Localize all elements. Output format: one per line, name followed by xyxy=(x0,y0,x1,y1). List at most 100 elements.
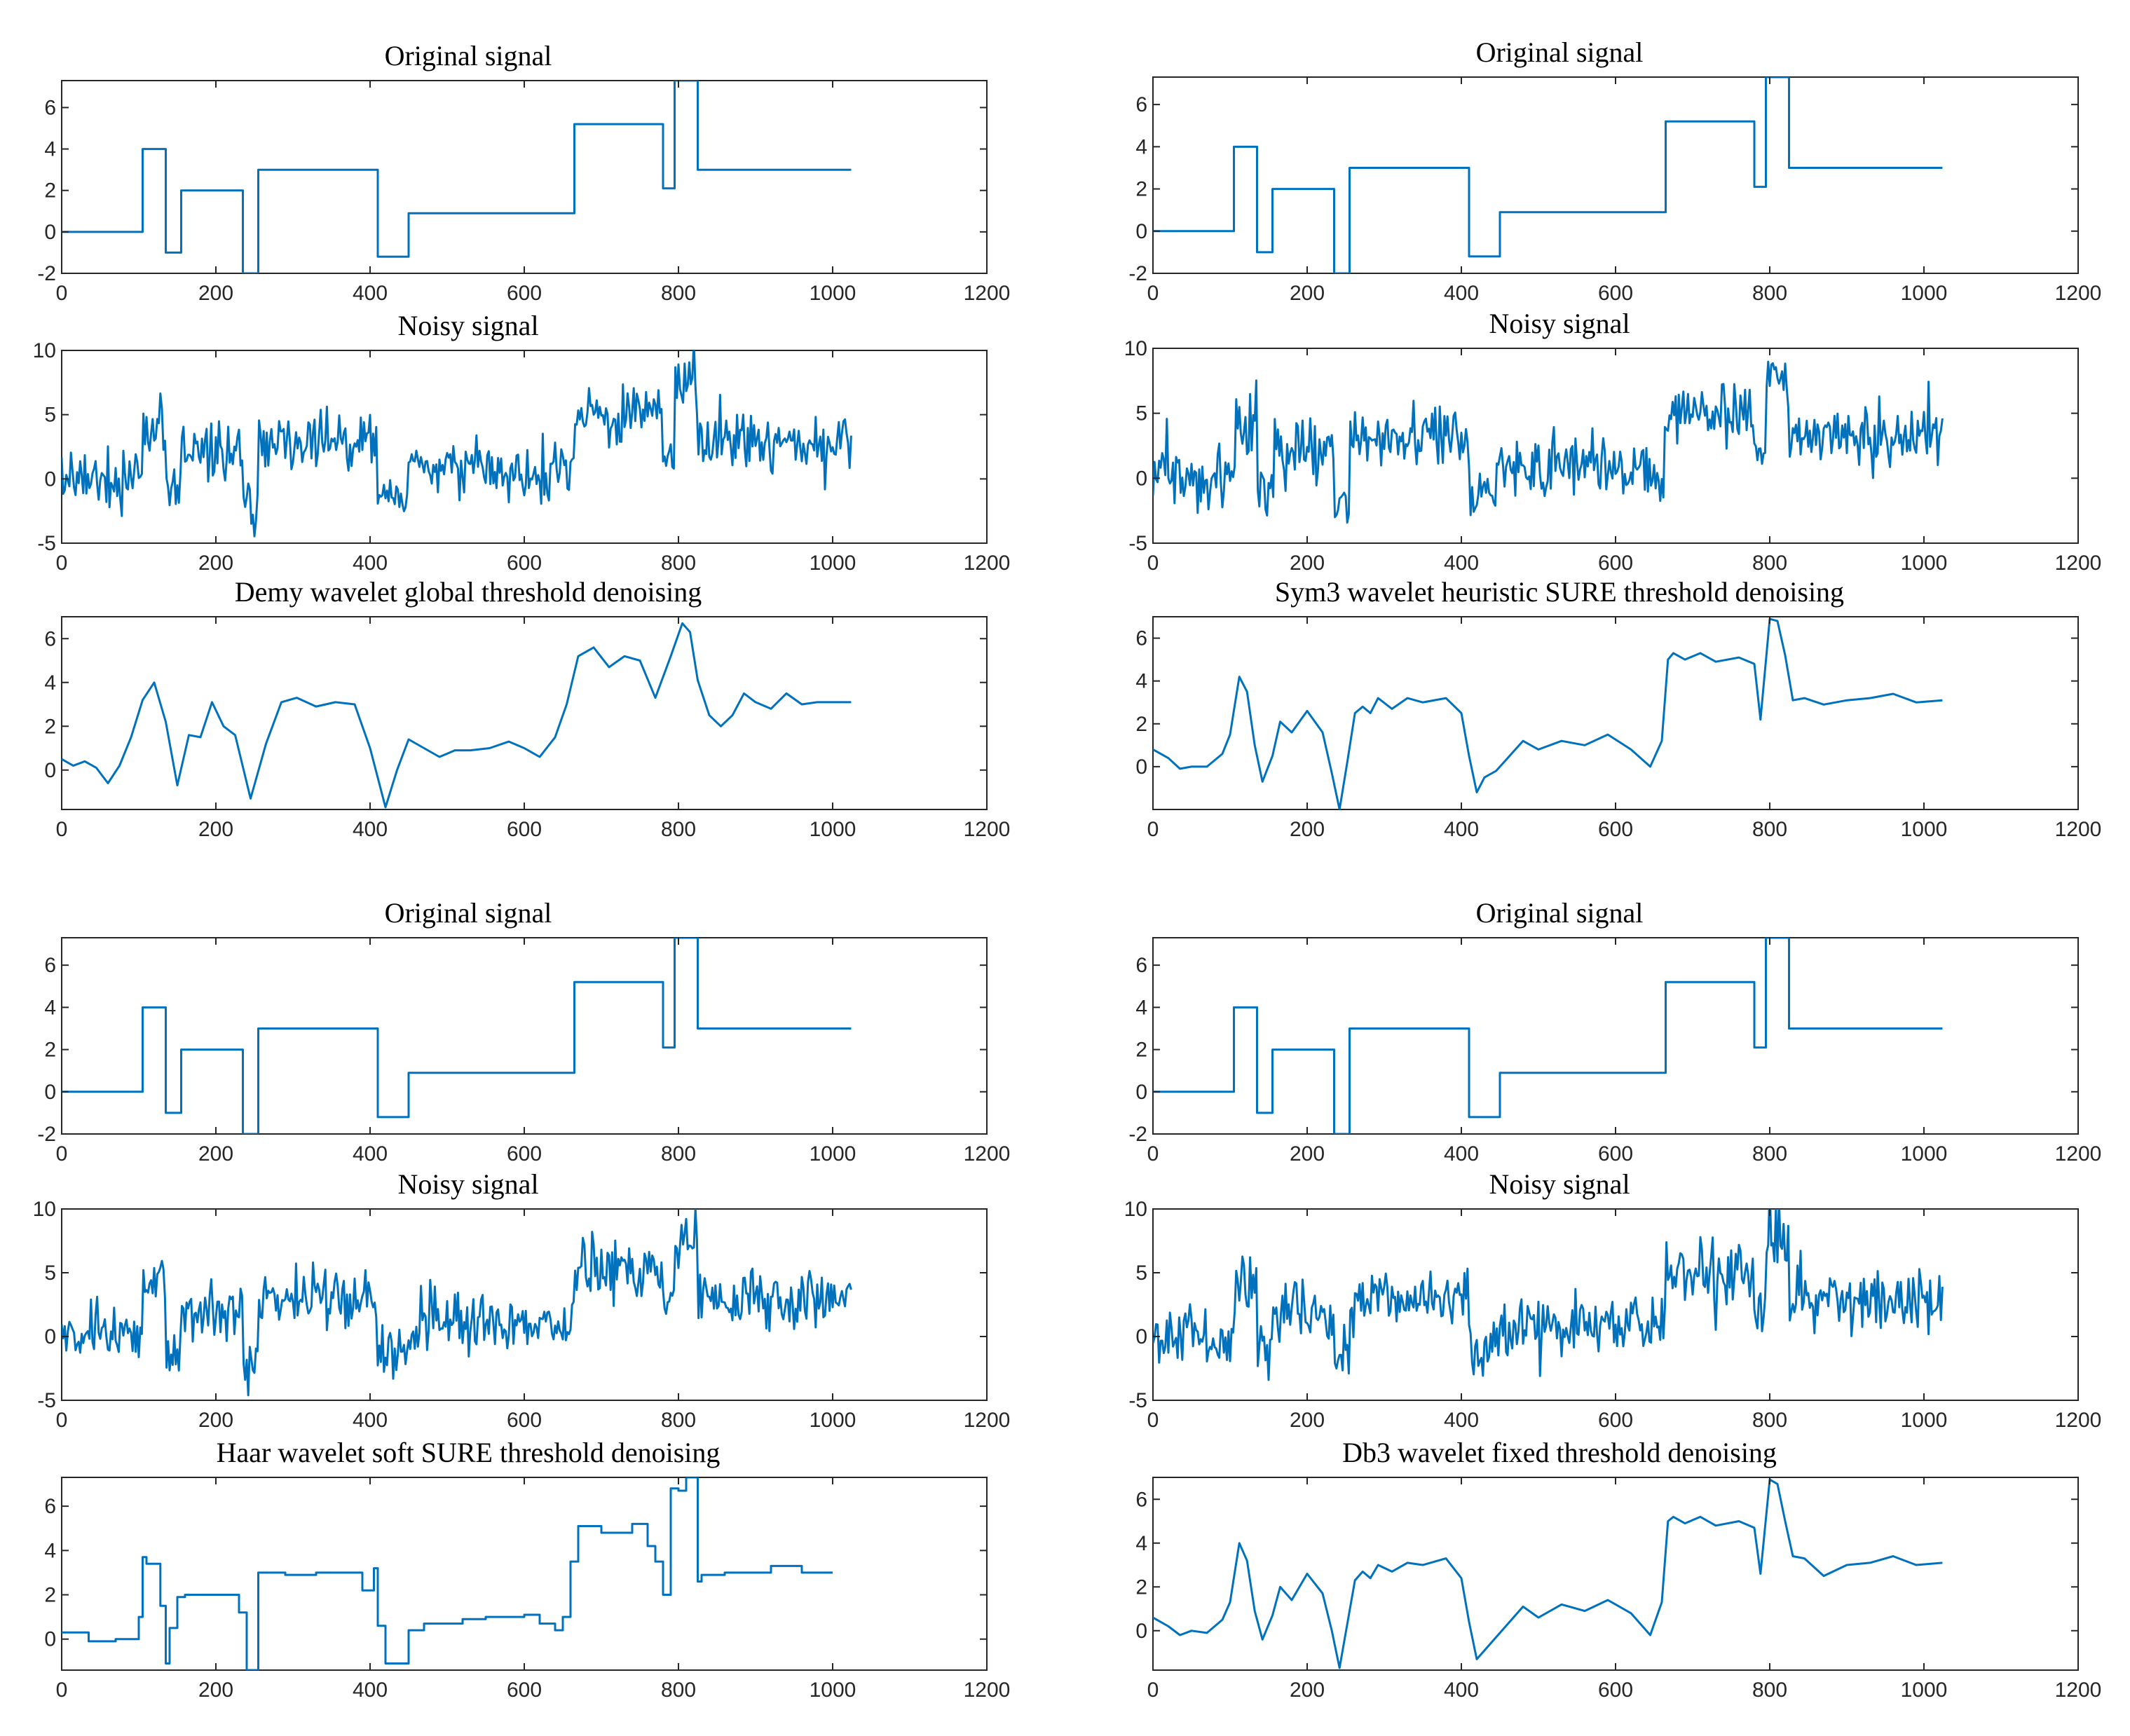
x-tick-label: 400 xyxy=(353,552,388,575)
chart-title: Sym3 wavelet heuristic SURE threshold de… xyxy=(1275,576,1844,608)
y-tick-label: 6 xyxy=(1135,954,1147,977)
y-tick-label: 4 xyxy=(44,138,56,161)
x-tick-label: 600 xyxy=(507,1409,542,1432)
y-tick-label: 0 xyxy=(1135,467,1147,490)
y-tick-label: 0 xyxy=(44,1325,56,1348)
x-tick-label: 0 xyxy=(56,282,68,305)
y-tick-label: -2 xyxy=(37,262,56,285)
x-tick-label: 1200 xyxy=(2055,1409,2102,1432)
plot-area xyxy=(61,616,988,810)
x-tick-label: 1000 xyxy=(1901,1679,1948,1702)
x-tick-label: 800 xyxy=(661,552,696,575)
y-tick-label: 10 xyxy=(33,1198,56,1221)
x-tick-label: 600 xyxy=(1598,282,1633,305)
x-tick-label: 1000 xyxy=(810,552,856,575)
x-tick-label: 200 xyxy=(198,1409,233,1432)
x-tick-label: 200 xyxy=(198,282,233,305)
chart-title: Noisy signal xyxy=(1489,1168,1630,1200)
plot-area xyxy=(1152,76,2079,274)
x-tick-label: 0 xyxy=(1147,282,1159,305)
plot-area xyxy=(1152,616,2079,810)
x-tick-label: 400 xyxy=(353,1679,388,1702)
series-line xyxy=(1153,360,1944,524)
series-line xyxy=(62,350,852,538)
series-line xyxy=(1153,938,1943,1134)
panel-c3: Haar wavelet soft SURE threshold denoisi… xyxy=(44,1437,1010,1702)
x-tick-label: 800 xyxy=(661,282,696,305)
y-tick-label: 0 xyxy=(1135,220,1147,243)
y-tick-label: 2 xyxy=(1135,178,1147,201)
y-tick-label: 4 xyxy=(1135,1532,1147,1555)
chart-title: Demy wavelet global threshold denoising xyxy=(235,576,702,608)
x-tick-label: 0 xyxy=(1147,818,1159,841)
x-tick-label: 200 xyxy=(1290,1679,1325,1702)
x-tick-label: 1000 xyxy=(810,1409,856,1432)
x-tick-label: 600 xyxy=(507,1679,542,1702)
y-tick-label: 5 xyxy=(44,404,56,427)
x-tick-label: 800 xyxy=(1752,1409,1787,1432)
x-tick-label: 0 xyxy=(1147,1142,1159,1166)
x-tick-label: 1200 xyxy=(964,552,1011,575)
series-line xyxy=(62,1477,833,1670)
x-tick-label: 600 xyxy=(507,1142,542,1166)
x-tick-label: 600 xyxy=(1598,1142,1633,1166)
x-tick-label: 200 xyxy=(1290,282,1325,305)
y-tick-label: 0 xyxy=(44,1628,56,1651)
series-line xyxy=(62,1209,852,1397)
chart-title: Db3 wavelet fixed threshold denoising xyxy=(1342,1437,1777,1468)
panel-a3: Demy wavelet global threshold denoising 0… xyxy=(44,576,1010,841)
x-tick-label: 800 xyxy=(1752,1679,1787,1702)
series-line xyxy=(62,622,852,809)
x-tick-label: 200 xyxy=(1290,1409,1325,1432)
series-line xyxy=(1153,617,1943,809)
x-tick-label: 400 xyxy=(353,1142,388,1166)
y-tick-label: 0 xyxy=(1135,1325,1147,1348)
series-line xyxy=(1153,1478,1943,1669)
x-tick-label: 600 xyxy=(1598,818,1633,841)
x-tick-label: 1200 xyxy=(2055,282,2102,305)
x-tick-label: 1000 xyxy=(810,1142,856,1166)
x-tick-label: 800 xyxy=(661,1679,696,1702)
x-tick-label: 1200 xyxy=(2055,1679,2102,1702)
x-tick-label: 600 xyxy=(1598,1409,1633,1432)
x-tick-label: 400 xyxy=(353,1409,388,1432)
x-tick-label: 200 xyxy=(198,1142,233,1166)
x-tick-label: 1000 xyxy=(810,282,856,305)
x-tick-label: 200 xyxy=(1290,552,1325,575)
series-line xyxy=(1153,1209,1944,1381)
x-tick-label: 1200 xyxy=(964,1142,1011,1166)
chart-title: Original signal xyxy=(1476,897,1644,929)
x-tick-label: 600 xyxy=(507,282,542,305)
y-tick-label: 0 xyxy=(44,1081,56,1104)
x-tick-label: 600 xyxy=(1598,552,1633,575)
chart-title: Noisy signal xyxy=(1489,308,1630,339)
y-tick-label: 2 xyxy=(44,179,56,203)
x-tick-label: 1000 xyxy=(810,818,856,841)
x-tick-label: 800 xyxy=(1752,552,1787,575)
plot-area xyxy=(61,1477,988,1671)
y-tick-label: -2 xyxy=(1128,262,1147,285)
y-tick-label: 6 xyxy=(44,1495,56,1518)
y-tick-label: -5 xyxy=(37,532,56,555)
x-tick-label: 0 xyxy=(56,1409,68,1432)
y-tick-label: 6 xyxy=(1135,1488,1147,1511)
chart-title: Original signal xyxy=(385,897,552,929)
panel-b3: Sym3 wavelet heuristic SURE threshold de… xyxy=(1135,576,2101,841)
y-tick-label: -2 xyxy=(37,1123,56,1146)
plot-area xyxy=(1152,1477,2079,1671)
x-tick-label: 1200 xyxy=(964,1679,1011,1702)
x-tick-label: 800 xyxy=(1752,282,1787,305)
x-tick-label: 400 xyxy=(1444,552,1479,575)
x-tick-label: 0 xyxy=(1147,1409,1159,1432)
series-line xyxy=(62,81,852,273)
y-tick-label: 10 xyxy=(33,339,56,362)
x-tick-label: 800 xyxy=(1752,818,1787,841)
x-tick-label: 800 xyxy=(1752,1142,1787,1166)
x-tick-label: 1200 xyxy=(2055,818,2102,841)
x-tick-label: 1000 xyxy=(1901,282,1948,305)
